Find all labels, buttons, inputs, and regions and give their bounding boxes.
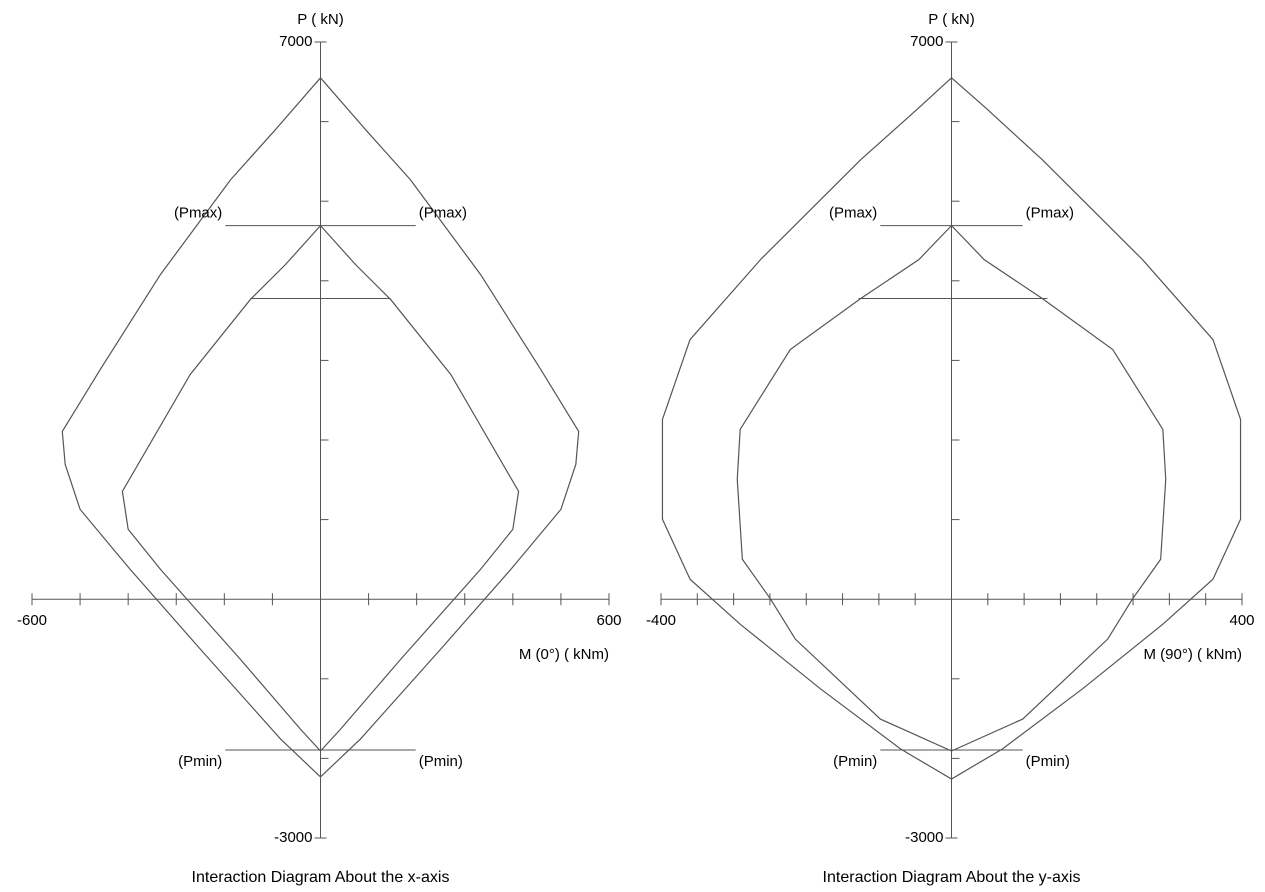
- reference-label: (Pmax): [829, 205, 877, 222]
- x-tick-label: -600: [17, 612, 47, 629]
- reference-label: (Pmax): [1026, 205, 1074, 222]
- y-tick-label: -3000: [274, 829, 312, 846]
- reference-label: (Pmin): [419, 753, 463, 770]
- x-tick-label: 600: [596, 612, 621, 629]
- reference-label: (Pmin): [178, 753, 222, 770]
- y-tick-label: -3000: [905, 829, 943, 846]
- reference-label: (Pmin): [833, 753, 877, 770]
- x-axis-label: M (90°) ( kNm): [1144, 646, 1243, 663]
- reference-label: (Pmax): [419, 205, 467, 222]
- chart-title: Interaction Diagram About the x-axis: [192, 869, 450, 886]
- chart-title: Interaction Diagram About the y-axis: [823, 869, 1081, 886]
- y-tick-label: 7000: [910, 33, 943, 50]
- y-axis-label: P ( kN): [928, 11, 974, 28]
- y-axis-label: P ( kN): [297, 11, 343, 28]
- interaction-curve: [121, 225, 520, 752]
- interaction-curve: [736, 225, 1167, 752]
- x-axis-label: M (0°) ( kNm): [519, 646, 609, 663]
- x-tick-label: 400: [1229, 612, 1254, 629]
- reference-label: (Pmax): [174, 205, 222, 222]
- reference-label: (Pmin): [1026, 753, 1070, 770]
- interaction-curve: [61, 77, 580, 778]
- interaction-curve: [661, 77, 1242, 780]
- y-tick-label: 7000: [279, 33, 312, 50]
- x-tick-label: -400: [646, 612, 676, 629]
